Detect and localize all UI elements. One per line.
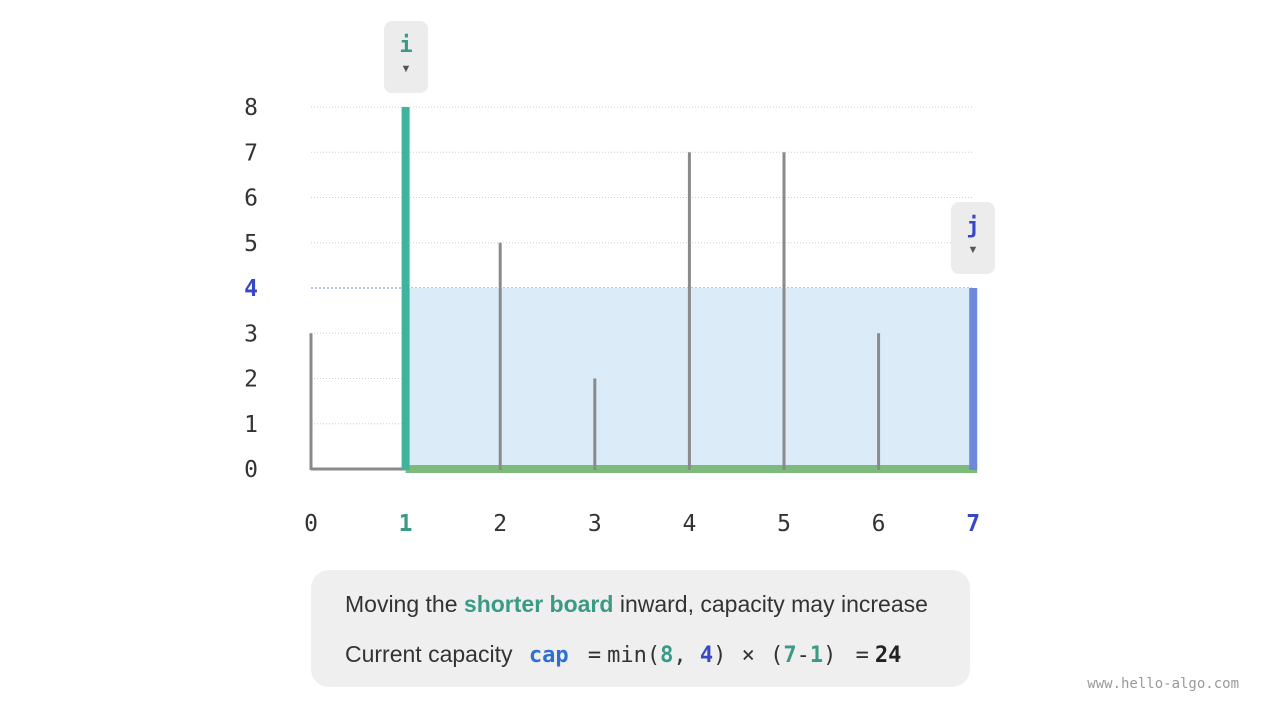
x-tick-label-4: 4: [682, 511, 696, 537]
x-tick-label-5: 5: [777, 511, 791, 537]
pointer-j: j ▼: [951, 202, 995, 274]
formula-min: min(: [607, 643, 661, 668]
capacity-label: Current capacity: [345, 641, 513, 667]
y-tick-label-5: 5: [244, 231, 258, 257]
y-tick-label-3: 3: [244, 321, 258, 347]
x-axis-labels: 0 1 2 3 4 5 6 7: [304, 511, 980, 537]
formula-result: 24: [874, 643, 902, 668]
formula-comma: ,: [673, 643, 700, 668]
y-tick-label-8: 8: [244, 95, 258, 121]
y-tick-label-2: 2: [244, 367, 258, 393]
container-chart: 0 1 2 3 4 5 6 7 8 0 1 2 3 4 5 6 7: [244, 95, 980, 537]
formula-index-j: 7: [783, 643, 797, 668]
info-text-c: inward, capacity may increase: [613, 591, 928, 617]
y-tick-label-1: 1: [244, 412, 258, 438]
pointer-j-arrow-icon: ▼: [967, 244, 979, 256]
x-tick-label-6: 6: [872, 511, 886, 537]
formula-height-i: 8: [660, 643, 674, 668]
y-axis-labels: 0 1 2 3 4 5 6 7 8: [244, 95, 258, 483]
x-tick-label-2: 2: [493, 511, 507, 537]
watermark: www.hello-algo.com: [1087, 676, 1239, 692]
formula-close: ): [713, 643, 727, 668]
formula-index-i: 1: [809, 643, 824, 668]
formula-cap: cap: [528, 643, 569, 668]
info-line-formula: Current capacity cap = min(8, 4) × (7-1) …: [345, 641, 901, 668]
info-text-a: Moving the: [345, 591, 464, 617]
info-line-explanation: Moving the shorter board inward, capacit…: [345, 591, 928, 618]
y-tick-label-4: 4: [244, 276, 258, 302]
formula-close2: ): [823, 643, 837, 668]
formula-times: ×: [741, 643, 755, 668]
pointer-i-label: i: [399, 33, 413, 58]
y-tick-label-0: 0: [244, 457, 258, 483]
formula-height-j: 4: [699, 643, 714, 668]
formula-eq2: =: [855, 643, 869, 668]
x-tick-label-1: 1: [399, 511, 413, 537]
info-text-highlight: shorter board: [463, 591, 614, 617]
pointer-j-label: j: [966, 214, 980, 239]
formula-eq: =: [587, 643, 602, 668]
info-box: Moving the shorter board inward, capacit…: [311, 570, 970, 687]
y-tick-label-7: 7: [244, 140, 258, 166]
x-tick-label-0: 0: [304, 511, 318, 537]
boards: [309, 107, 978, 473]
pointer-i: i ▼: [384, 21, 428, 93]
pointer-i-arrow-icon: ▼: [400, 63, 412, 75]
formula-open: (: [770, 643, 784, 668]
capacity-formula: cap = min(8, 4) × (7-1) = 24: [529, 643, 901, 668]
formula-minus: -: [796, 643, 810, 668]
y-tick-label-6: 6: [244, 186, 258, 212]
x-tick-label-7: 7: [966, 511, 980, 537]
x-tick-label-3: 3: [588, 511, 602, 537]
